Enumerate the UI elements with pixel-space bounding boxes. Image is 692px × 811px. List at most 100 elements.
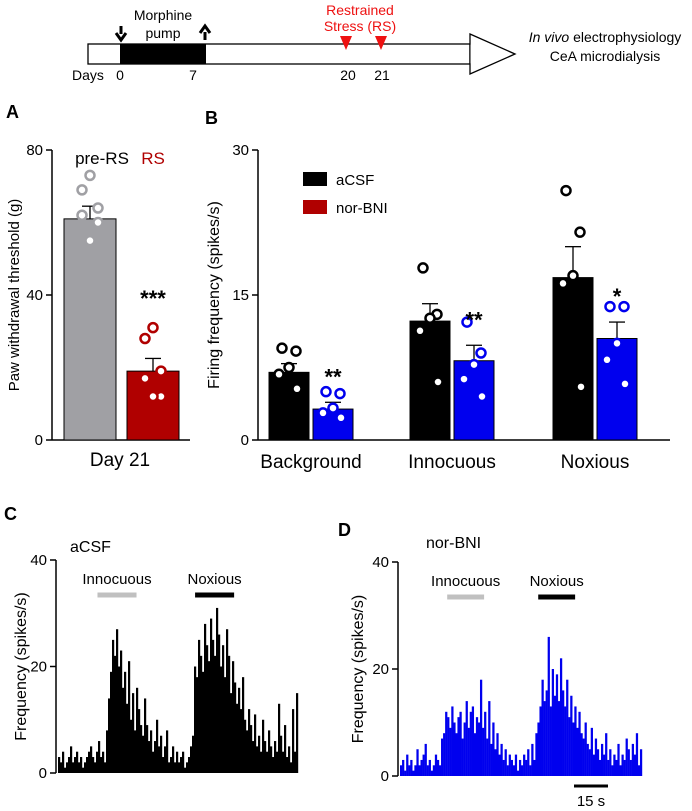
panel-letter-d: D — [338, 520, 351, 540]
panel-c-histogram-bar — [68, 757, 71, 773]
panel-c-histogram-bar — [92, 757, 95, 773]
panel-d-histogram-bar — [445, 711, 448, 776]
panel-d-title: nor-BNI — [426, 535, 481, 552]
panel-d-histogram-bar — [436, 759, 440, 776]
panel-d-histogram-bar — [600, 743, 604, 776]
panel-d-histogram-bar — [533, 759, 536, 776]
panel-d-histogram-bar — [529, 765, 532, 776]
panel-a-point — [76, 209, 88, 221]
panel-c-histogram-bar — [252, 741, 255, 773]
panel-d-histogram-bar — [465, 701, 468, 776]
panel-b-point — [560, 184, 572, 197]
panel-c-histogram-bar — [218, 634, 221, 773]
panel-letter-c: C — [4, 504, 17, 524]
panel-c-histogram-bar — [286, 757, 289, 773]
panel-a-point — [147, 390, 159, 403]
panel-c-histogram-bar — [270, 746, 273, 773]
panel-a-point — [84, 234, 96, 247]
panel-d-histogram-bar — [426, 765, 429, 776]
panel-c-histogram-bar — [74, 757, 77, 773]
day-tick-0: 0 — [116, 67, 124, 83]
panel-d-histogram-bar — [592, 754, 596, 776]
panel-b-category-label: Noxious — [561, 452, 630, 473]
morphine-pump-bar — [120, 44, 206, 64]
panel-b-point — [283, 361, 295, 374]
panel-c-histogram-bar — [82, 767, 85, 773]
panel-c-stimulus-label-innocuous: Innocuous — [82, 571, 151, 588]
panel-d-histogram-bar — [414, 765, 417, 776]
panel-c-histogram-bar — [202, 671, 205, 773]
panel-c-histogram-bar — [166, 730, 169, 773]
panel-a-significance: *** — [140, 286, 166, 311]
panel-d-scale-bar-label: 15 s — [577, 793, 605, 810]
panel-c-histogram-bar — [216, 607, 219, 773]
panel-c-y-tick-label: 40 — [30, 552, 47, 569]
panel-d-histogram-bar — [537, 722, 540, 776]
panel-c-histogram-bar — [198, 639, 201, 773]
panel-c-histogram-bar — [242, 677, 245, 773]
panel-c-histogram-bar — [72, 762, 75, 773]
panel-a-chart: 0 40 80 Paw withdrawal threshold (g) Day 21 p… — [6, 142, 190, 471]
panel-c-histogram-bar — [208, 661, 211, 773]
panel-d-histogram-bar — [416, 749, 419, 776]
panel-d-histogram-bar — [633, 754, 637, 776]
panel-d-histogram-bar — [516, 770, 520, 776]
panel-d-histogram-bar — [607, 759, 610, 776]
panel-letter-a: A — [6, 102, 19, 122]
panel-c-histogram-bar — [192, 735, 195, 773]
panel-c-histogram-bar — [94, 762, 97, 773]
panel-d-histogram-bar — [639, 749, 643, 776]
panel-b-category-label: Background — [260, 452, 361, 473]
panel-c-histogram-bar — [224, 677, 227, 773]
panel-d-chart: 0 20 40 Frequency (spikes/s) nor-BNI Innocuou… — [350, 535, 643, 810]
panel-c-histogram-bar — [60, 762, 63, 773]
panel-c-histogram-bar — [86, 757, 89, 773]
panel-d-histogram-bar — [410, 759, 413, 776]
panel-d-histogram-bar — [455, 733, 458, 776]
panel-d-histogram-bar — [545, 690, 548, 776]
panel-d-histogram-bar — [449, 727, 452, 776]
panel-c-histogram-bar — [62, 751, 65, 773]
days-label: Days — [72, 67, 104, 83]
panel-d-histogram-bar — [486, 738, 489, 776]
panel-d-histogram-bar — [559, 658, 563, 776]
panel-c-y-tick-label: 20 — [30, 659, 47, 676]
panel-d-histogram-bar — [631, 743, 634, 776]
panel-b-point — [468, 358, 480, 371]
panel-c-histogram-bar — [114, 655, 117, 773]
panel-c-histogram-bar — [240, 709, 243, 773]
panel-c-histogram-bar — [244, 719, 247, 773]
panel-a-bar-pre-RS — [63, 218, 117, 441]
panel-d-histogram-bar — [488, 701, 491, 776]
panel-d-histogram-bar — [408, 765, 411, 776]
panel-d-histogram-bar — [479, 679, 483, 776]
panel-c-histogram-bar — [124, 671, 127, 773]
panel-d-histogram-bar — [441, 738, 444, 776]
panel-d-histogram-bar — [514, 754, 518, 776]
panel-b-point — [575, 381, 587, 393]
panel-d-histogram-bar — [525, 759, 528, 776]
panel-b-y-tick-label: 15 — [232, 287, 249, 304]
panel-c-histogram-bar — [102, 751, 105, 773]
panel-d-histogram-bar — [578, 711, 581, 776]
panel-c-histogram-bar — [278, 703, 281, 773]
panel-b-significance: ** — [324, 364, 342, 389]
panel-c-histogram-bar — [188, 757, 191, 773]
panel-a-point — [139, 372, 151, 385]
panel-c-histogram-bar — [222, 645, 225, 773]
rs-marker-day21 — [375, 36, 387, 50]
panel-c-histogram-bar — [178, 762, 181, 773]
panel-c-histogram-bar — [134, 730, 137, 773]
panel-a-point — [76, 184, 88, 196]
panel-c-histogram-bar — [130, 719, 133, 773]
panel-a-y-label: Paw withdrawal threshold (g) — [6, 199, 23, 392]
day-tick-21: 21 — [374, 67, 390, 83]
panel-b-y-tick-label: 30 — [232, 142, 249, 159]
panel-c-histogram-bar — [148, 741, 151, 773]
panel-d-histogram-bar — [615, 759, 618, 776]
panel-d-y-label: Frequency (spikes/s) — [350, 595, 367, 744]
panel-d-histogram-bar — [541, 679, 544, 776]
panel-c-histogram-bar — [138, 709, 141, 773]
panel-d-histogram-bar — [510, 759, 513, 776]
panel-d-histogram-bar — [570, 695, 573, 776]
